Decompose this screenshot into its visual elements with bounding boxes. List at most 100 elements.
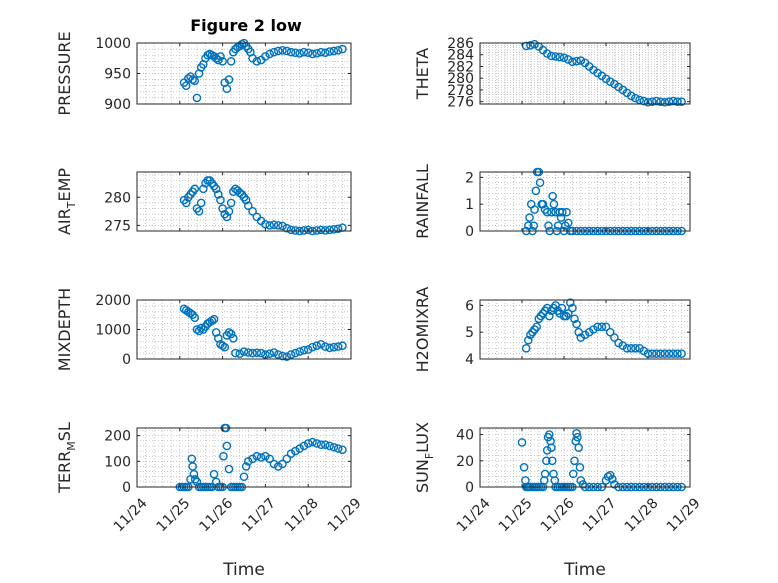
data-point: [303, 225, 313, 235]
data-point: [570, 314, 579, 324]
data-point: [265, 454, 274, 464]
data-point: [308, 437, 317, 447]
data-point: [677, 349, 686, 358]
plot-area: [137, 428, 351, 487]
data-point: [261, 219, 270, 229]
y-axis-label-main: AIR: [55, 208, 74, 235]
subplot-3: 275 280 AIRTEMP: [55, 168, 352, 236]
data-point: [321, 226, 330, 235]
data-point: [566, 298, 575, 307]
data-point: [316, 440, 326, 449]
data-point: [593, 322, 602, 332]
data-point: [563, 218, 573, 228]
y-tick-label: 0: [465, 480, 474, 496]
data-point: [555, 52, 565, 62]
y-tick-label: 1000: [95, 323, 131, 339]
data-point: [273, 462, 283, 471]
plot-area: [480, 172, 690, 231]
data-point: [605, 77, 615, 87]
data-point: [559, 53, 569, 62]
data-point: [299, 441, 309, 451]
data-point: [316, 339, 326, 349]
data-point: [241, 462, 251, 471]
y-axis-label-main: H2OMIXRA: [413, 287, 432, 373]
y-tick-label: 282: [447, 59, 474, 75]
data-point: [243, 457, 253, 466]
plot-area: [480, 300, 690, 359]
y-axis-label-subscript: T: [65, 201, 78, 209]
data-point: [214, 190, 223, 199]
y-axis-label-subscript: M: [65, 441, 78, 451]
data-point: [333, 224, 343, 234]
data-point: [248, 348, 257, 358]
y-axis-label: MIXDEPTH: [55, 288, 74, 371]
data-point: [295, 444, 304, 453]
data-point: [248, 207, 257, 216]
data-point: [551, 52, 560, 61]
data-point: [291, 226, 300, 235]
data-point: [652, 349, 661, 358]
data-point: [286, 225, 296, 235]
data-point: [224, 328, 234, 337]
data-point: [282, 223, 292, 233]
data-point: [190, 313, 200, 323]
data-point: [222, 84, 232, 94]
y-tick-label: 20: [456, 454, 474, 470]
data-point: [303, 48, 313, 58]
data-point: [660, 349, 670, 358]
data-point: [333, 342, 343, 351]
data-point: [664, 349, 674, 358]
data-point: [572, 56, 581, 66]
data-point: [321, 48, 330, 58]
data-point: [235, 188, 245, 198]
data-point: [572, 319, 581, 329]
x-tick-label: 11/26: [538, 495, 578, 535]
data-point: [321, 342, 330, 351]
data-point: [521, 41, 531, 51]
data-point: [635, 95, 644, 105]
data-point: [531, 186, 541, 196]
y-axis-label: AIRTEMP: [55, 168, 78, 235]
data-point: [248, 454, 257, 464]
data-point: [601, 322, 611, 332]
data-point: [652, 96, 661, 106]
data-point: [226, 198, 236, 208]
data-point: [329, 342, 339, 352]
data-point: [222, 441, 232, 451]
data-point: [673, 349, 682, 358]
data-point: [338, 445, 347, 455]
data-point: [333, 46, 343, 55]
data-point: [207, 316, 217, 325]
subplot-5: 0 1000 2000 MIXDEPTH: [55, 288, 352, 371]
data-point: [196, 323, 206, 333]
plot-area: [480, 428, 690, 487]
data-point: [547, 207, 556, 217]
data-point: [660, 97, 670, 107]
data-point: [239, 472, 249, 482]
data-point: [269, 47, 279, 57]
data-point: [243, 348, 253, 357]
data-point: [605, 327, 615, 337]
data-point: [329, 46, 339, 56]
data-point: [524, 221, 533, 230]
data-point: [273, 46, 283, 56]
data-point: [626, 343, 636, 353]
data-point: [526, 41, 535, 50]
data-point: [299, 226, 309, 235]
axes-frame: [479, 427, 691, 488]
data-point: [325, 343, 334, 353]
x-tick-label: 11/27: [580, 495, 620, 535]
y-tick-label: 900: [104, 97, 131, 113]
data-point: [209, 469, 219, 479]
data-point: [563, 309, 573, 318]
data-point: [542, 49, 552, 58]
data-point: [291, 348, 300, 358]
data-point: [568, 303, 577, 313]
data-point: [219, 451, 228, 461]
data-point: [316, 47, 326, 57]
data-point: [211, 477, 221, 487]
data-point: [252, 57, 262, 66]
data-point: [530, 39, 539, 49]
data-point: [265, 349, 274, 358]
y-tick-label: 0: [122, 480, 131, 496]
